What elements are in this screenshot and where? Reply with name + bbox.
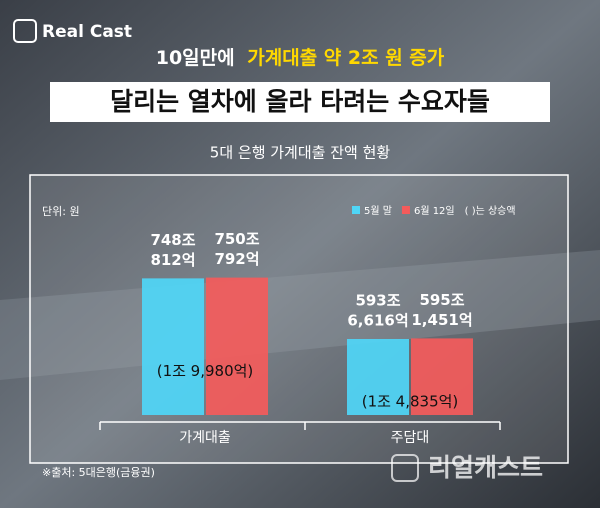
watermark-icon [391,454,419,482]
unit-note: 단위: 원 [42,205,80,218]
bar [206,277,268,415]
bar [347,338,409,415]
headline-prefix: 10일만에 [156,47,235,69]
increase-label: (1조 4,835억) [362,392,459,410]
bar [142,278,204,415]
legend-swatch [352,206,360,214]
watermark: 리얼캐스트 [428,453,543,482]
value-label: 1,451억 [411,311,472,329]
brand: Real Cast [42,22,132,42]
value-label: 595조 [419,291,464,309]
value-label: 6,616억 [347,311,408,329]
value-label: 792억 [214,250,259,268]
bar [411,338,473,415]
chart-frame [29,174,569,464]
legend-label: 5월 말 [364,205,392,217]
value-label: 750조 [214,230,259,248]
legend-swatch [401,206,410,214]
chart-subtitle: 5대 은행 가계대출 잔액 현황 [210,144,391,162]
headline: 10일만에 가계대출 약 2조 원 증가 [156,47,445,69]
value-label: 593조 [355,291,400,309]
legend-note: ( )는 상승액 [465,205,516,217]
logo-icon [13,19,37,43]
value-label: 812억 [150,251,195,269]
legend-label: 6월 12일 [414,205,455,217]
headline-highlight: 가계대출 약 2조 원 증가 [247,47,445,69]
source: ※출처: 5대은행(금융권) [42,466,155,479]
value-label: 748조 [150,231,195,249]
increase-label: (1조 9,980억) [157,362,254,380]
title-box [50,82,550,122]
x-tick-label: 주담대 [391,430,430,446]
chart-title: 달리는 열차에 올라 타려는 수요자들 [110,87,490,116]
x-tick-label: 가계대출 [179,430,231,446]
